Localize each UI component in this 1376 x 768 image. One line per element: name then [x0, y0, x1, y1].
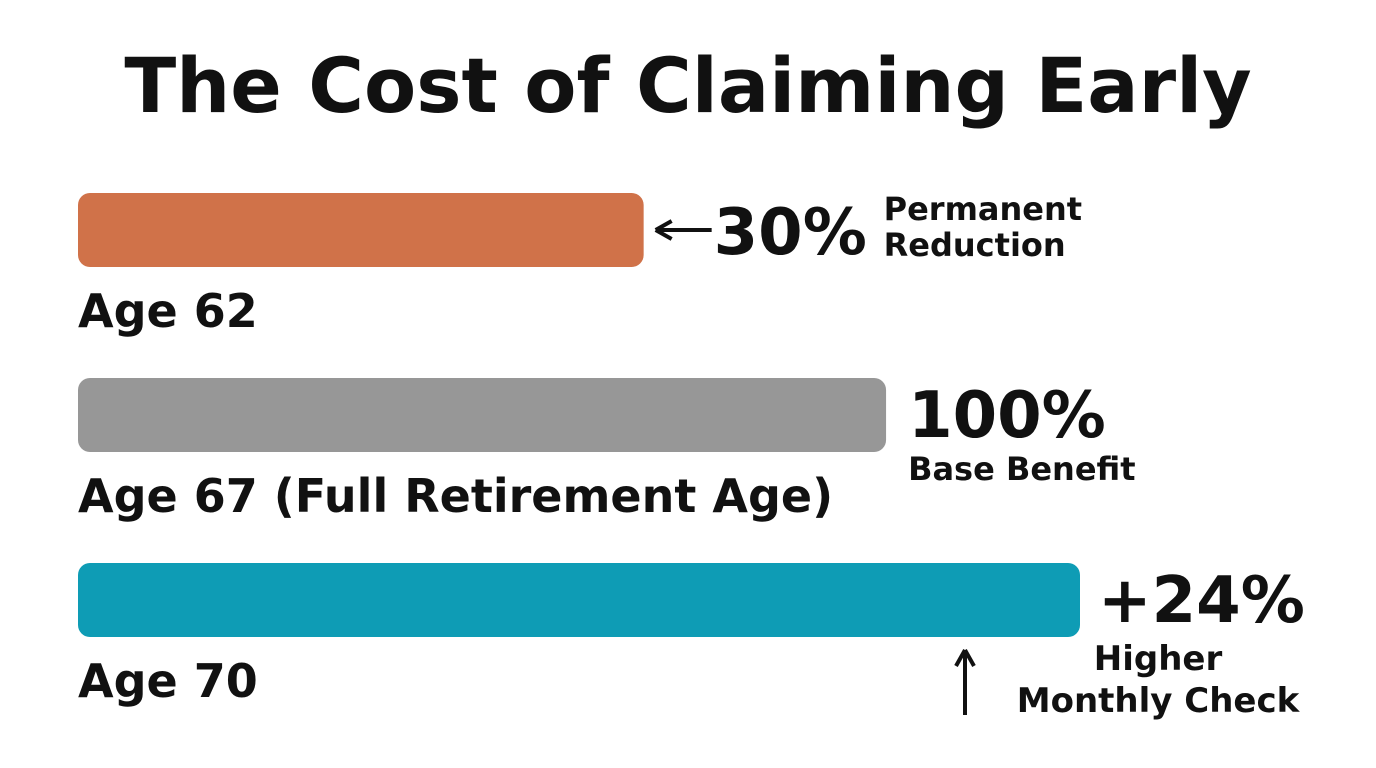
- arrow-head: [954, 649, 976, 667]
- annotation-caption: Monthly Check: [1017, 681, 1301, 721]
- bar: [78, 193, 644, 267]
- annotation-caption: Higher: [1094, 639, 1223, 679]
- value-annotation: 30%: [714, 196, 867, 270]
- value-annotation: +24%: [1098, 564, 1305, 638]
- category-label: Age 67 (Full Retirement Age): [78, 469, 833, 523]
- annotation-caption: Base Benefit: [908, 450, 1135, 488]
- value-annotation: 100%: [908, 379, 1106, 453]
- annotation-caption: Permanent: [884, 190, 1082, 228]
- bar: [78, 563, 1080, 637]
- arrow-head: [654, 219, 673, 241]
- bar: [78, 378, 887, 452]
- chart-title: The Cost of Claiming Early: [124, 41, 1251, 130]
- annotation-caption: Reduction: [884, 226, 1066, 264]
- category-label: Age 70: [78, 654, 258, 708]
- category-label: Age 62: [78, 284, 258, 338]
